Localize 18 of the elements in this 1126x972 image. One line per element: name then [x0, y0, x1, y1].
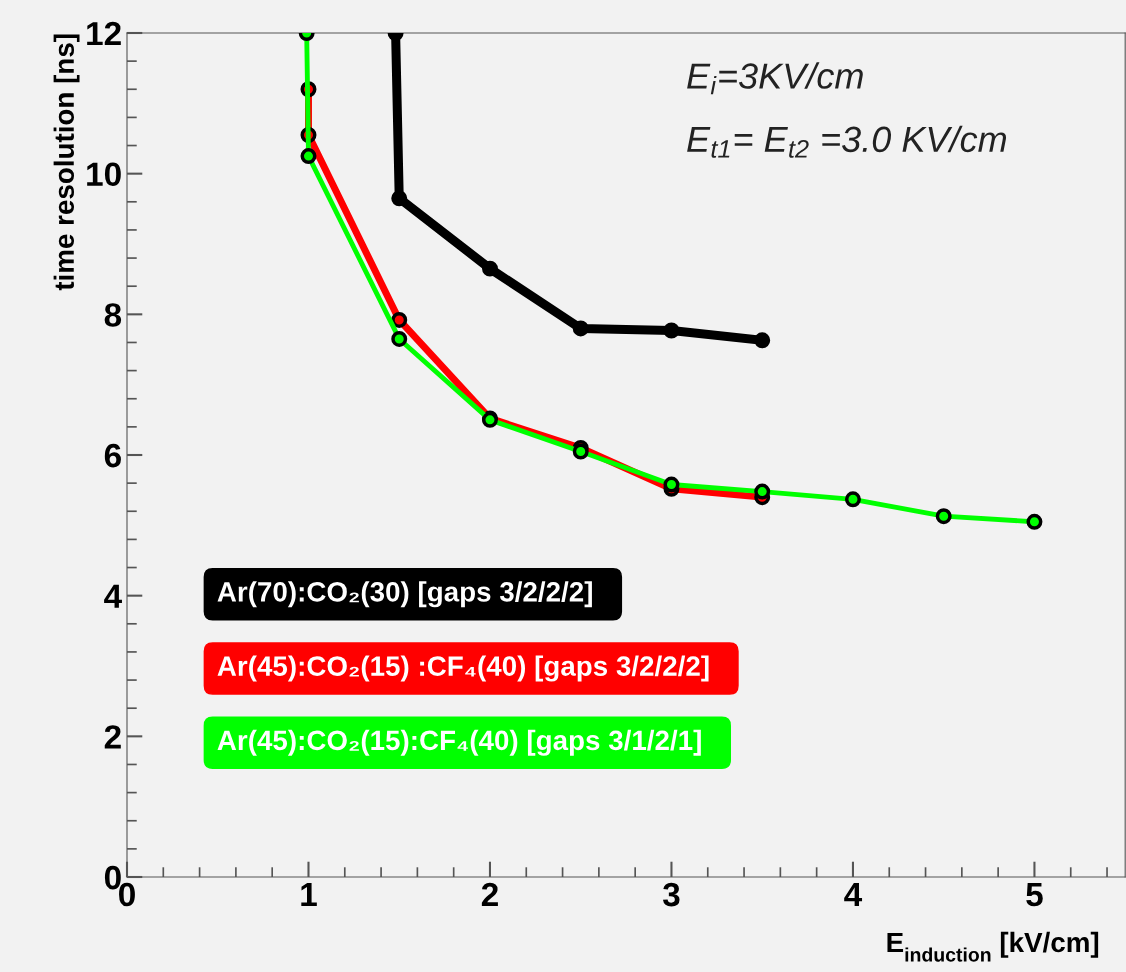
y-axis-title: time resolution [ns]: [53, 34, 80, 291]
x-tick-label: 1: [301, 883, 317, 907]
y-tick-label: 2: [104, 725, 121, 749]
y-tick-label: 4: [104, 584, 122, 608]
x-tick-label: 3: [662, 882, 680, 907]
x-tick-label: 4: [844, 883, 863, 907]
annotation: E$_{t1}$= E$_{t2}$ =3.0 KV/cm: [687, 125, 1007, 158]
text: Ar(45):CO₂(15):CF₄(40) [gaps 3/1/2/1]: [217, 729, 701, 756]
text: Ar(70):CO₂(30) [gaps 3/2/2/2]: [217, 581, 592, 608]
y-tick-label: 8: [104, 303, 122, 327]
y-tick-label: 6: [104, 443, 121, 468]
annotation: E$_{i}$=3KV/cm: [687, 62, 863, 95]
y-tick-label: 10: [87, 162, 121, 187]
text: Ar(45):CO₂(15) :CF₄(40) [gaps 3/2/2/2]: [217, 655, 709, 682]
y-tick-label: 12: [87, 21, 121, 46]
y-tick-label: 0: [104, 865, 121, 890]
x-tick-label: 2: [481, 882, 498, 907]
x-tick-label: 5: [1026, 883, 1043, 907]
